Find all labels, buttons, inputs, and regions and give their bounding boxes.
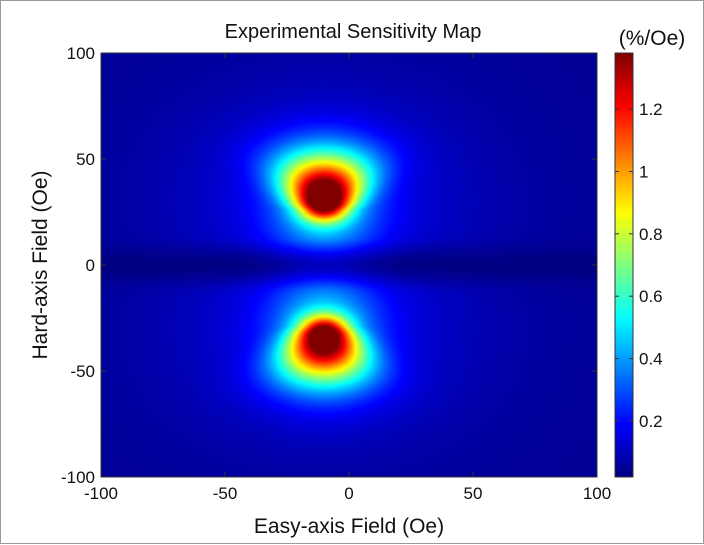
y-tick-label: -50 [70,362,95,381]
x-axis-ticks: -100 -50 0 50 100 [84,53,611,503]
colorbar-tick-label: 0.4 [639,350,663,369]
x-tick-label: 100 [583,484,611,503]
y-tick-label: 50 [76,150,95,169]
x-tick-label: -100 [84,484,118,503]
colorbar-ticks: 0.2 0.4 0.6 0.8 1 1.2 [615,100,663,431]
colorbar-tick-label: 0.2 [639,412,663,431]
colorbar-unit-label: (%/Oe) [619,27,686,50]
x-tick-label: -50 [213,484,238,503]
y-axis-label: Hard-axis Field (Oe) [29,170,52,359]
colorbar [615,53,633,477]
colorbar-tick-label: 1.2 [639,100,663,119]
colorbar-border [614,52,634,478]
colorbar-tick-label: 1 [639,162,648,181]
x-tick-label: 50 [464,484,483,503]
colorbar-tick-label: 0.8 [639,225,663,244]
x-axis-label: Easy-axis Field (Oe) [254,515,444,538]
y-tick-label: 0 [86,256,95,275]
y-tick-label: 100 [67,44,95,63]
y-tick-label: -100 [61,468,95,487]
y-axis-ticks: -100 -50 0 50 100 [61,44,597,487]
chart-title: Experimental Sensitivity Map [225,21,482,43]
x-tick-label: 0 [344,484,353,503]
heatmap-plot-area [101,53,597,477]
colorbar-tick-label: 0.6 [639,287,663,306]
